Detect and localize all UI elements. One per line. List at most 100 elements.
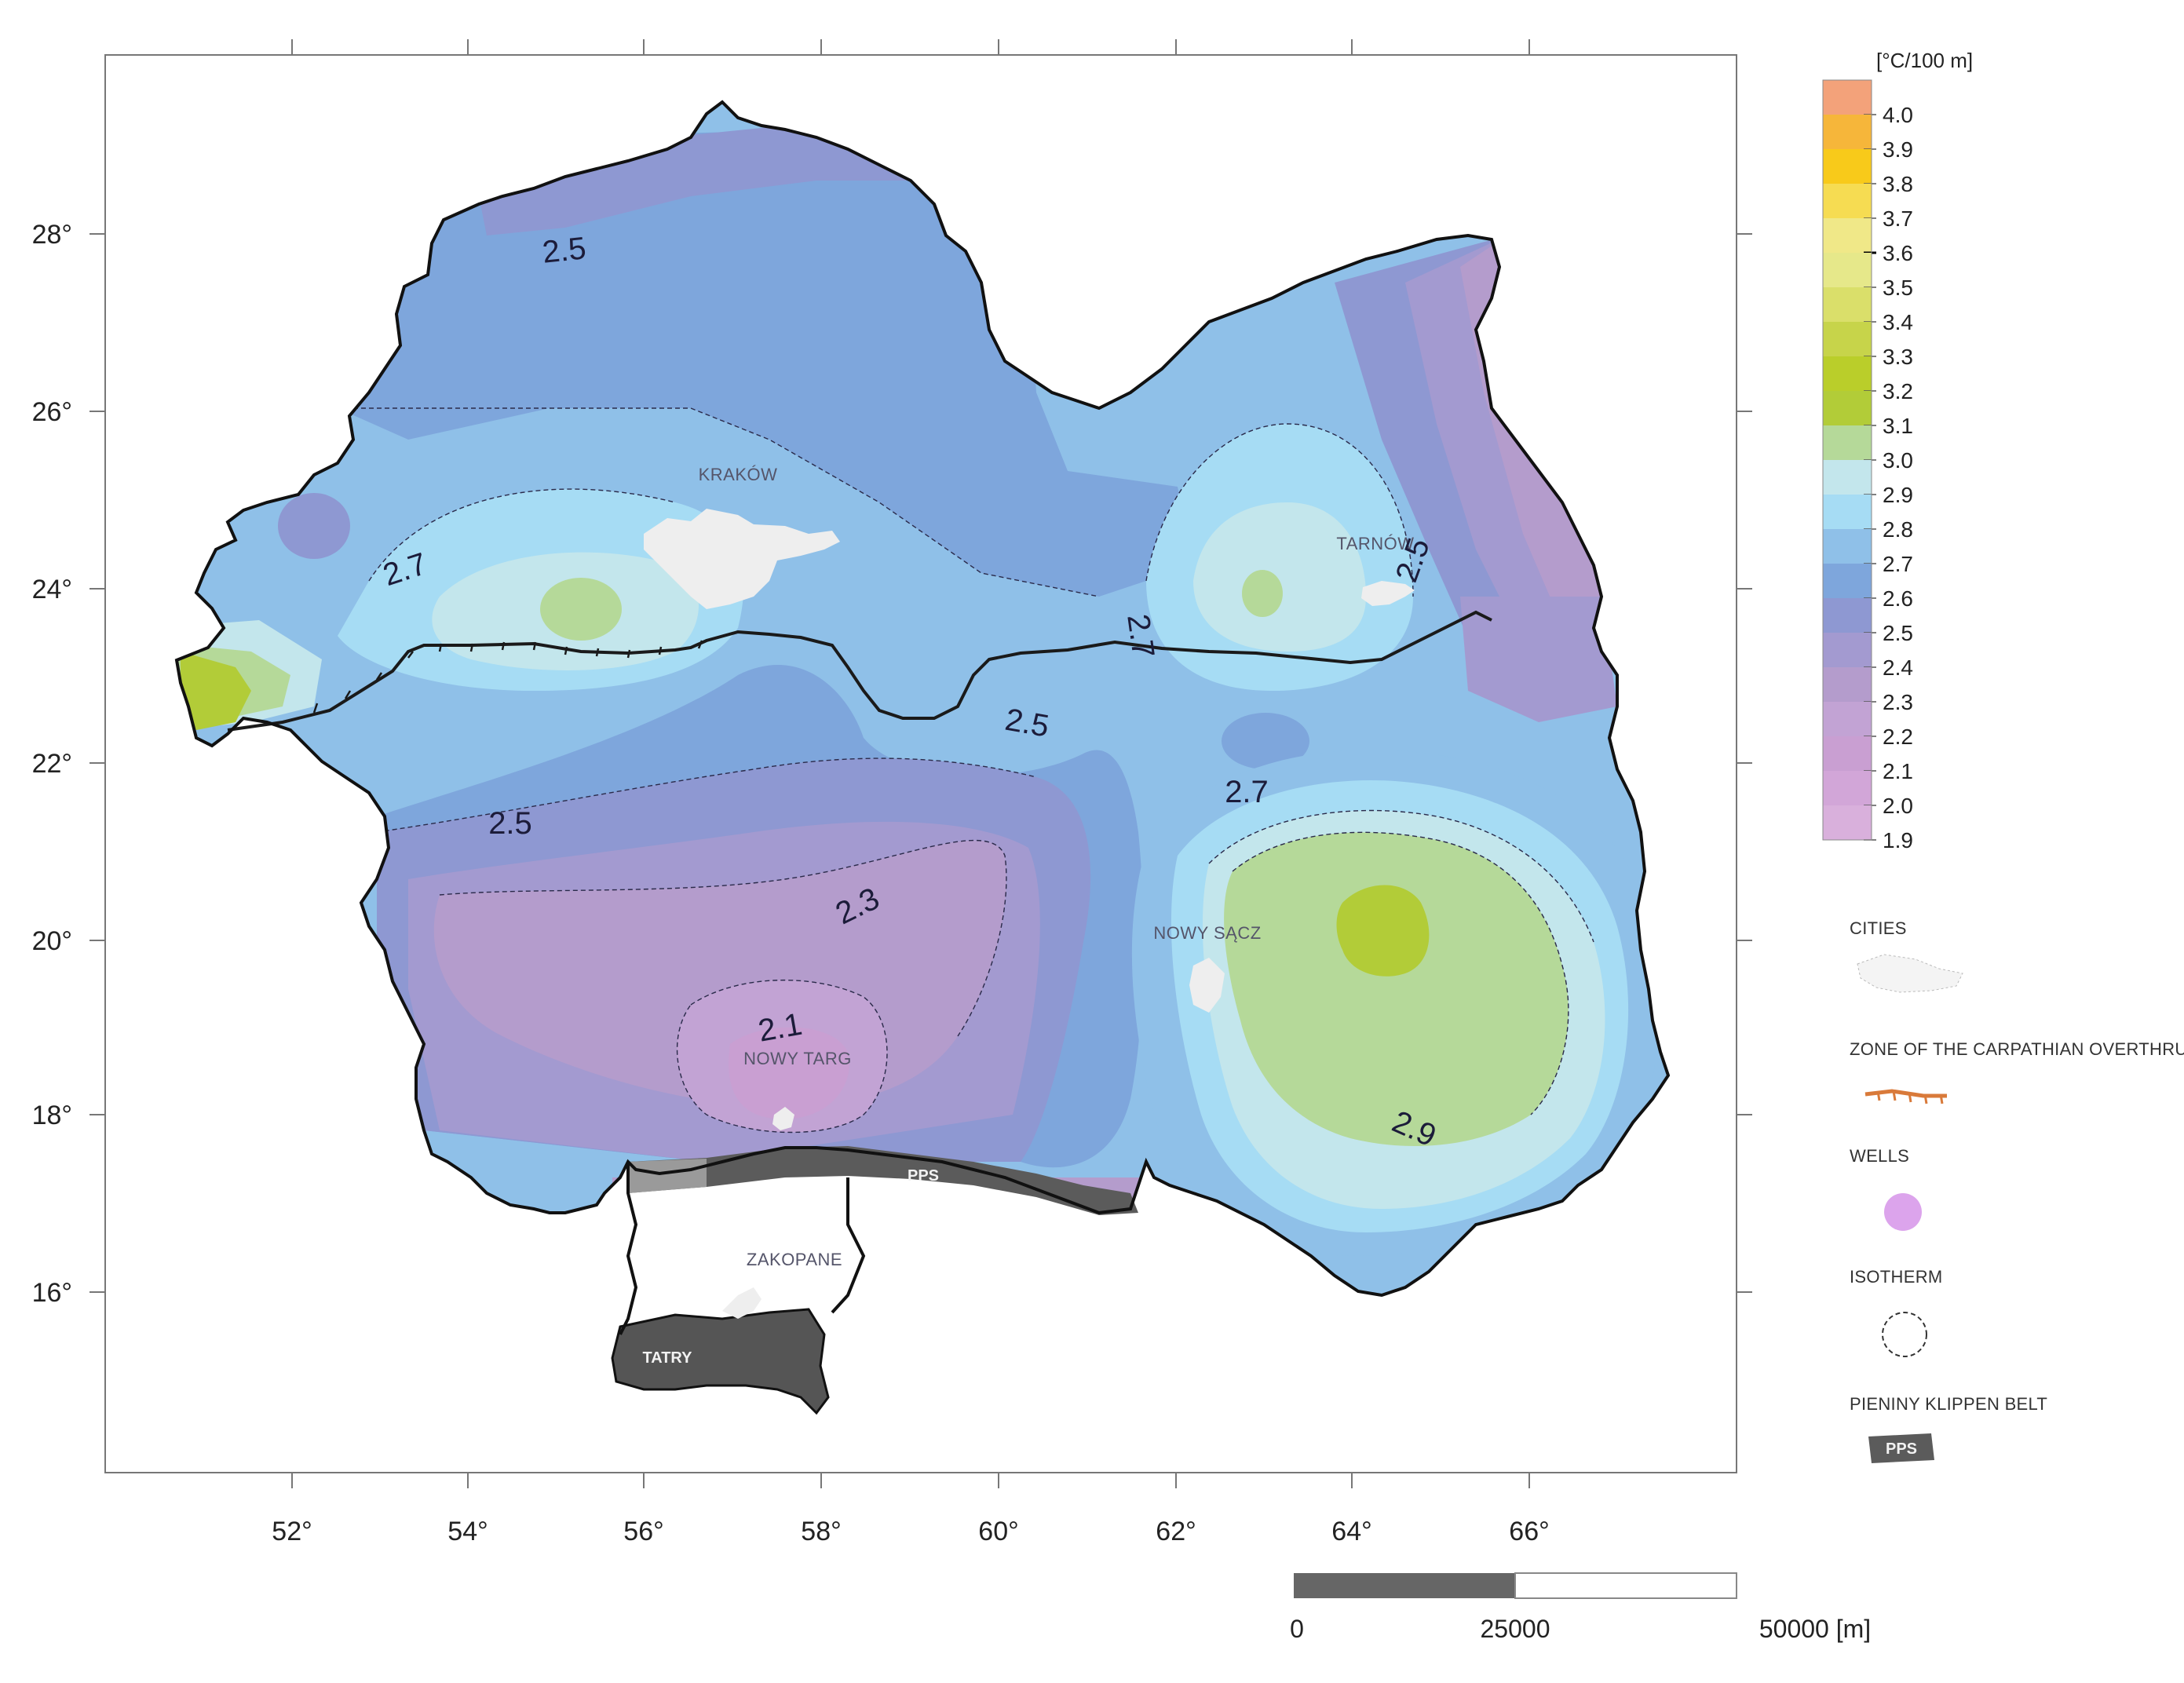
city-label-krakow: KRAKÓW	[699, 465, 778, 484]
frame-ticks	[89, 39, 1752, 1488]
y-axis-tick-labels: 28° 26° 24° 22° 20° 18° 16°	[32, 220, 72, 1308]
legend-swatch	[1823, 115, 1872, 149]
x-tick-label: 64°	[1331, 1517, 1371, 1546]
tatry-label: TATRY	[643, 1349, 693, 1367]
y-tick-label: 28°	[32, 220, 72, 250]
legend-swatch	[1823, 322, 1872, 356]
legend-swatch	[1823, 529, 1872, 564]
y-tick-label: 22°	[32, 749, 72, 779]
scale-label: 25000	[1481, 1615, 1550, 1643]
legend-value-label: 3.7	[1883, 206, 1913, 231]
legend-swatch	[1823, 736, 1872, 771]
y-tick-label: 20°	[32, 926, 72, 956]
contour-label: 2.5	[541, 231, 588, 270]
legend-klippen-symbol	[1868, 1433, 1934, 1463]
legend-swatch	[1823, 564, 1872, 598]
legend-value-label: 2.8	[1883, 517, 1913, 542]
y-tick-label: 16°	[32, 1278, 72, 1308]
x-tick-label: 54°	[447, 1517, 488, 1546]
legend-value-label: 2.6	[1883, 586, 1913, 611]
city-labels: KRAKÓW TARNÓW NOWY SĄCZ NOWY TARG ZAKOPA…	[699, 465, 1414, 1269]
city-label-zakopane: ZAKOPANE	[747, 1250, 842, 1269]
legend-value-label: 3.6	[1883, 241, 1913, 265]
contour-label: 2.7	[1225, 775, 1269, 809]
legend-swatch	[1823, 80, 1872, 115]
legend-swatch	[1823, 425, 1872, 460]
nowy-sacz-city-area	[1189, 958, 1225, 1013]
legend-swatch	[1823, 287, 1872, 322]
nowy-targ-city-area	[772, 1107, 794, 1130]
symbol-legend: CITIES ZONE OF THE CARPATHIAN OVERTHRUST…	[1850, 918, 2184, 1463]
legend-swatch	[1823, 218, 1872, 253]
legend-swatch	[1823, 805, 1872, 840]
tatry-mountains: TATRY	[611, 1308, 830, 1415]
legend-value-label: 3.1	[1883, 414, 1913, 438]
isotherm-lines	[338, 407, 1594, 1134]
x-tick-label: 62°	[1156, 1517, 1196, 1546]
y-tick-label: 18°	[32, 1101, 72, 1130]
city-label-nowy-sacz: NOWY SĄCZ	[1153, 923, 1261, 943]
legend-swatches	[1822, 79, 1876, 841]
legend-value-label: 2.4	[1883, 655, 1913, 680]
legend-title-klippen: PIENINY KLIPPEN BELT	[1850, 1394, 2047, 1414]
city-label-tarnow: TARNÓW	[1336, 534, 1414, 553]
legend-well-symbol	[1884, 1193, 1922, 1231]
gradient-color-legend: [°C/100 m] 4.0 3.9 3.8 3.7 3.6 3.5 3.4 3.3 3.2 3.…	[1822, 49, 1973, 852]
legend-title-overthrust: ZONE OF THE CARPATHIAN OVERTHRUST	[1850, 1039, 2184, 1059]
legend-swatch	[1823, 356, 1872, 391]
zakopane-city-area	[722, 1287, 761, 1319]
city-label-nowy-targ: NOWY TARG	[743, 1049, 852, 1068]
scale-label: 50000 [m]	[1759, 1615, 1871, 1643]
contour-label: 2.5	[488, 806, 532, 841]
legend-swatch	[1823, 149, 1872, 184]
legend-value-label: 4.0	[1883, 103, 1913, 127]
legend-title-wells: WELLS	[1850, 1146, 1909, 1166]
legend-value-label: 1.9	[1883, 828, 1913, 852]
legend-value-label: 3.0	[1883, 448, 1913, 473]
contour-label: 2.1	[756, 1007, 805, 1049]
legend-value-label: 2.9	[1883, 483, 1913, 507]
legend-swatch	[1823, 598, 1872, 633]
x-axis-tick-labels: 52° 54° 56° 58° 60° 62° 64° 66°	[272, 1517, 1549, 1546]
scale-bar: 0 25000 50000 [m]	[1290, 1572, 1871, 1643]
overthrust-teeth	[1876, 1090, 1944, 1104]
legend-swatch	[1823, 702, 1872, 736]
legend-swatch	[1823, 495, 1872, 529]
legend-unit: [°C/100 m]	[1876, 49, 1973, 72]
legend-swatch	[1823, 391, 1872, 425]
legend-city-symbol	[1857, 954, 1963, 993]
legend-swatch	[1823, 253, 1872, 287]
pieniny-klippen-belt: PPS	[628, 1146, 1138, 1215]
x-tick-label: 52°	[272, 1517, 312, 1546]
legend-value-label: 3.5	[1883, 276, 1913, 300]
legend-value-label: 3.2	[1883, 379, 1913, 403]
contour-label: 2.7	[1120, 612, 1160, 660]
gradient-field	[177, 102, 1668, 1295]
x-tick-label: 56°	[623, 1517, 663, 1546]
legend-value-label: 2.3	[1883, 690, 1913, 714]
legend-klippen-abbr: PPS	[1886, 1440, 1917, 1458]
legend-value-label: 2.7	[1883, 552, 1913, 576]
region-border-south	[619, 1162, 866, 1335]
legend-value-label: 3.8	[1883, 172, 1913, 196]
legend-value-label: 2.5	[1883, 621, 1913, 645]
legend-value-label: 3.3	[1883, 345, 1913, 369]
legend-isotherm-symbol	[1882, 1312, 1927, 1357]
legend-border	[1822, 79, 1872, 841]
tarnow-city-area	[1361, 581, 1415, 606]
contour-label: 2.5	[1003, 703, 1051, 744]
legend-value-label: 2.1	[1883, 759, 1913, 783]
legend-title-isotherm: ISOTHERM	[1850, 1267, 1943, 1287]
scale-bar-filled-segment	[1294, 1573, 1515, 1598]
legend-swatch	[1823, 633, 1872, 667]
legend-value-label: 2.0	[1883, 794, 1913, 818]
pps-map-label: PPS	[908, 1167, 939, 1185]
legend-value-label: 3.9	[1883, 137, 1913, 162]
legend-swatch	[1823, 667, 1872, 702]
y-tick-label: 26°	[32, 397, 72, 427]
x-tick-label: 66°	[1509, 1517, 1549, 1546]
krakow-city-area	[644, 509, 840, 609]
legend-swatch	[1823, 771, 1872, 805]
legend-value-labels: 4.0 3.9 3.8 3.7 3.6 3.5 3.4 3.3 3.2 3.1 3.0 2.9 2.8 2…	[1883, 103, 1913, 852]
